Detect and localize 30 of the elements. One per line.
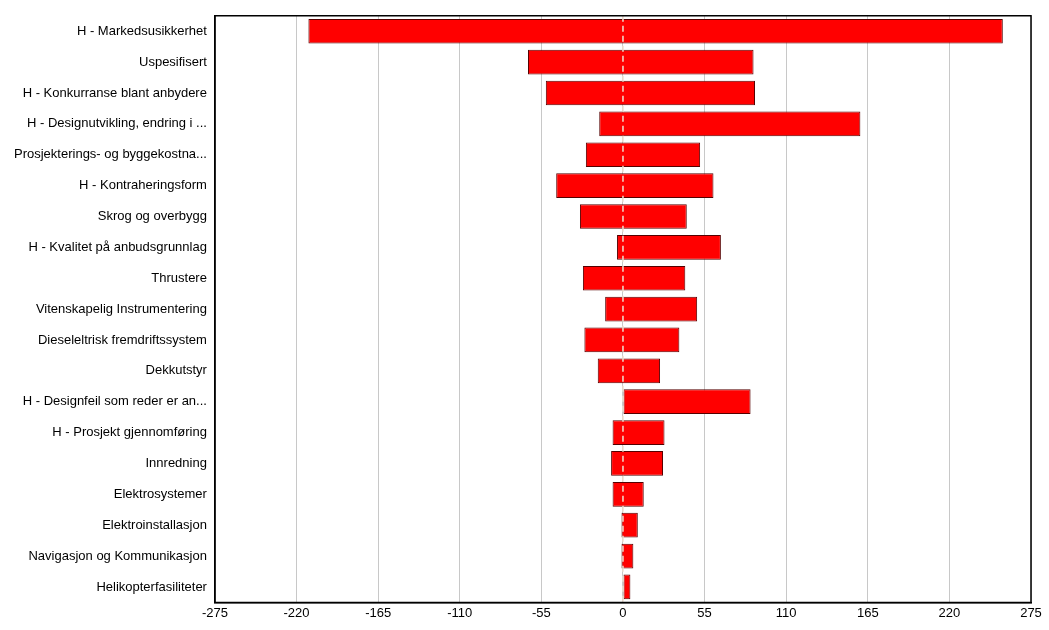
y-tick-label: Navigasjon og Kommunikasjon [28, 547, 207, 563]
y-tick-label: Thrustere [151, 269, 207, 285]
x-tick-label: 220 [938, 604, 961, 620]
y-tick-label: H - Prosjekt gjennomføring [52, 424, 207, 440]
y-tick-label: H - Kontraheringsform [79, 177, 207, 193]
x-tick-label: -275 [201, 604, 228, 620]
x-tick-label: 275 [1020, 604, 1042, 620]
y-tick-label: H - Markedsusikkerhet [76, 22, 208, 38]
x-tick-label: 110 [775, 604, 797, 620]
y-tick-label: Dieseleltrisk fremdriftssystem [37, 331, 207, 347]
x-tick-label: -55 [531, 604, 551, 620]
y-tick-label: H - Konkurranse blant anbydere [22, 84, 207, 100]
x-tick-label: 165 [856, 604, 879, 620]
y-tick-label: Helikopterfasiliteter [96, 578, 208, 594]
y-tick-label: Elektroinstallasjon [102, 516, 207, 532]
x-tick-label: -220 [283, 604, 310, 620]
y-tick-label: Innredning [145, 455, 207, 471]
y-tick-label: H - Designfeil som reder er an... [22, 393, 207, 409]
x-tick-label: -110 [447, 604, 473, 620]
y-tick-label: Uspesifisert [139, 53, 208, 69]
x-tick-label: -165 [365, 604, 392, 620]
x-tick-label: 0 [619, 604, 627, 620]
y-tick-label: Vitenskapelig Instrumentering [35, 300, 207, 316]
y-tick-label: Dekkutstyr [145, 362, 208, 378]
y-tick-label: Skrog og overbygg [97, 208, 207, 224]
y-tick-label: H - Kvalitet på anbudsgrunnlag [28, 238, 207, 254]
y-tick-label: Elektrosystemer [113, 485, 208, 501]
y-tick-label: H - Designutvikling, endring i ... [27, 115, 207, 131]
y-tick-label: Prosjekterings- og byggekostna... [14, 146, 207, 162]
x-tick-label: 55 [697, 604, 712, 620]
